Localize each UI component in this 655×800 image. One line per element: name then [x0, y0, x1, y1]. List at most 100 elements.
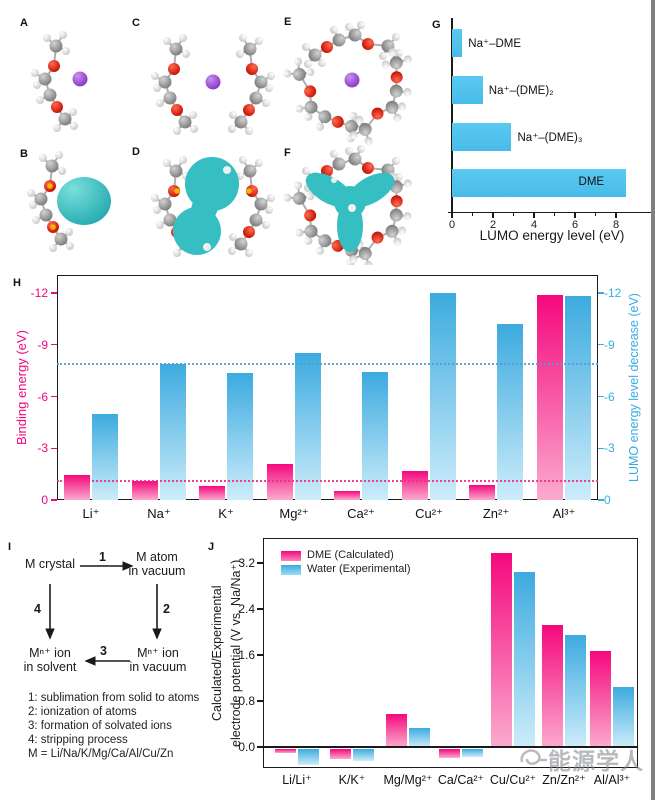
j-y-tick	[257, 654, 263, 656]
g-bar-label: Na⁺–(DME)₃	[517, 132, 583, 144]
j-bar-water-experimental	[514, 572, 535, 747]
panel-label-b: B	[20, 148, 28, 160]
diagram-legend-4: 4: stripping process	[28, 734, 128, 746]
diagram-legend-5: M = Li/Na/K/Mg/Ca/Al/Cu/Zn	[28, 748, 174, 760]
j-bar-dme-calculated	[439, 748, 460, 759]
h-bar-binding-energy	[334, 490, 360, 500]
panel-label-i: I	[8, 541, 12, 553]
h-category-label: K⁺	[218, 506, 234, 521]
diagram-legend-3: 3: formation of solvated ions	[28, 720, 172, 732]
h-left-tick-label: -12	[30, 286, 48, 300]
j-bar-dme-calculated	[491, 553, 512, 747]
watermark-logo-icon	[520, 749, 547, 765]
g-x-tick	[533, 213, 535, 218]
g-x-minor-tick	[513, 213, 514, 216]
h-right-tick	[598, 447, 604, 449]
j-legend-swatch-water	[281, 565, 301, 575]
g-bar-label: DME	[578, 176, 605, 188]
h-right-axis-title: LUMO energy level decrease (eV)	[627, 293, 641, 483]
h-category-label: Al³⁺	[552, 506, 576, 521]
j-bar-water-experimental	[298, 748, 319, 765]
h-bar-lumo-decrease	[295, 352, 321, 500]
j-bar-dme-calculated	[275, 748, 296, 753]
h-left-tick-label: -9	[37, 337, 48, 352]
diagram-step-4: 4	[34, 602, 41, 616]
j-category-label: Mg/Mg²⁺	[383, 773, 433, 787]
j-category-label: Cu/Cu²⁺	[489, 773, 537, 787]
diagram-node-ion-solvent: Mⁿ⁺ ion in solvent	[23, 646, 77, 674]
j-bar-water-experimental	[565, 634, 586, 747]
g-x-tick	[615, 213, 617, 218]
h-left-tick-label: -6	[37, 389, 48, 404]
j-legend-label-water: Water (Experimental)	[307, 563, 411, 575]
h-left-tick	[51, 447, 57, 449]
h-plot-frame	[57, 275, 598, 500]
right-edge-border	[651, 0, 655, 800]
diagram-step-3: 3	[100, 644, 107, 658]
h-right-tick-label: -12	[604, 286, 622, 300]
panel-label-h: H	[13, 277, 21, 289]
h-bar-binding-energy	[469, 484, 495, 500]
j-y-tick	[257, 700, 263, 702]
h-right-tick	[598, 344, 604, 346]
j-bar-water-experimental	[462, 748, 483, 758]
j-y-tick-label: 0.8	[238, 694, 255, 708]
h-category-label: Li⁺	[82, 506, 100, 521]
h-left-tick-label: -3	[37, 441, 48, 456]
h-right-tick-label: 0	[604, 493, 611, 507]
molecule-a-dme-na	[30, 30, 88, 133]
h-bar-binding-energy	[132, 481, 158, 500]
panel-label-d: D	[132, 146, 140, 158]
h-bar-binding-energy	[537, 294, 563, 500]
watermark-text: 能源学人	[548, 748, 644, 774]
h-category-label: Zn²⁺	[482, 506, 510, 521]
panel-label-e: E	[284, 16, 292, 28]
j-y-axis-title-line1: Calculated/Experimental	[210, 585, 224, 721]
h-ref-line-blue	[57, 362, 598, 365]
j-bar-water-experimental	[613, 686, 634, 747]
h-bar-lumo-decrease	[565, 296, 591, 500]
g-x-axis-title: LUMO energy level (eV)	[479, 228, 625, 243]
j-legend-swatch-dme	[281, 551, 301, 561]
h-left-tick	[51, 499, 57, 501]
h-left-tick	[51, 292, 57, 294]
h-category-label: Cu²⁺	[415, 506, 443, 521]
h-category-label: Na⁺	[147, 506, 171, 521]
molecule-e-3dme-na	[269, 20, 434, 159]
g-x-tick-label: 0	[448, 219, 456, 231]
g-x-minor-tick	[472, 213, 473, 216]
g-bar	[452, 169, 627, 197]
j-bar-dme-calculated	[330, 748, 351, 759]
j-bar-dme-calculated	[590, 651, 611, 747]
j-y-tick-label: 1.6	[238, 648, 255, 662]
diagram-node-m-crystal: M crystal	[25, 557, 75, 571]
j-bar-dme-calculated	[386, 713, 407, 747]
g-x-tick-label: 4	[530, 219, 538, 231]
g-x-axis-line	[448, 211, 651, 213]
j-y-tick	[257, 746, 263, 748]
j-legend-label-dme: DME (Calculated)	[307, 549, 394, 561]
h-right-tick-label: -6	[604, 389, 615, 404]
h-bar-lumo-decrease	[497, 324, 523, 500]
h-bar-binding-energy	[402, 470, 428, 500]
panel-label-a: A	[20, 17, 28, 29]
g-y-axis-line	[451, 18, 453, 213]
diagram-node-m-atom: M atom in vacuum	[128, 550, 186, 578]
g-x-tick	[492, 213, 494, 218]
j-category-label: Li/Li⁺	[282, 773, 312, 787]
watermark: 能源学人	[518, 742, 644, 776]
j-y-tick-label: 0.0	[238, 740, 255, 754]
h-left-tick-label: 0	[41, 493, 48, 507]
h-right-tick-label: -3	[604, 441, 615, 456]
diagram-step-1: 1	[99, 550, 106, 564]
diagram-legend-2: 2: ionization of atoms	[28, 706, 137, 718]
h-ref-line-pink	[57, 480, 598, 482]
molecule-panels-svg	[26, 20, 434, 265]
j-bar-water-experimental	[353, 748, 374, 761]
h-bar-lumo-decrease	[160, 363, 186, 500]
h-bar-lumo-decrease	[92, 413, 118, 501]
diagram-node-ion-vacuum: Mⁿ⁺ ion in vacuum	[129, 646, 187, 674]
panel-label-j: J	[208, 541, 215, 553]
h-right-tick	[598, 292, 604, 294]
